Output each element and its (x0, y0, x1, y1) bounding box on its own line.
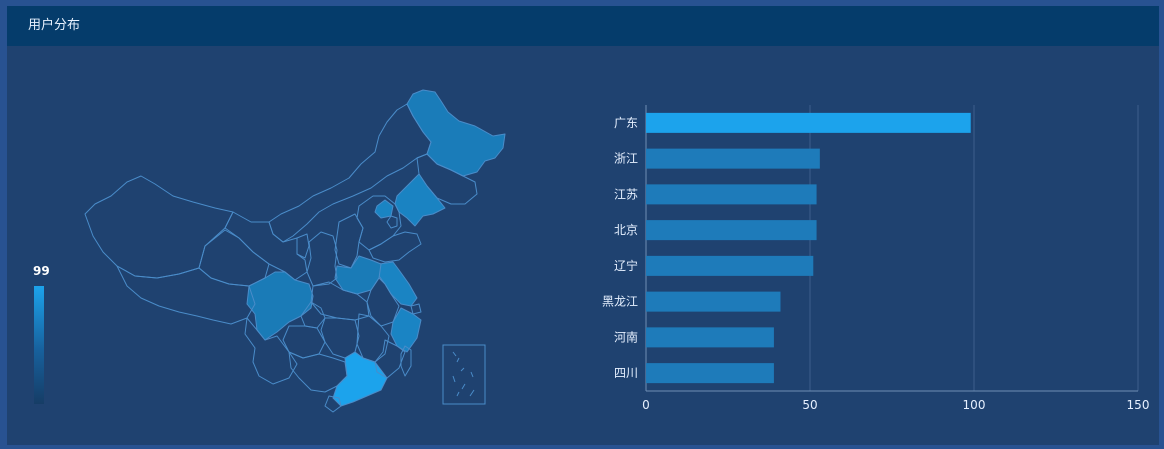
bar-广东[interactable] (646, 112, 971, 133)
bar-江苏[interactable] (646, 184, 817, 205)
panel-header: 用户分布 (7, 6, 1159, 46)
province-上海[interactable] (410, 303, 422, 315)
province-辽宁[interactable] (394, 173, 446, 227)
bar-浙江[interactable] (646, 148, 820, 169)
visual-map-max-label: 99 (33, 264, 50, 278)
province-安徽[interactable] (366, 277, 400, 327)
south-china-sea-islands (452, 351, 475, 397)
province-陕西[interactable] (306, 231, 338, 287)
x-axis-labels: 0 50 100 150 (642, 398, 1149, 412)
y-tick-label: 辽宁 (614, 258, 638, 273)
bar-series (646, 112, 971, 384)
y-tick-label: 广东 (614, 116, 638, 130)
province-云南[interactable] (244, 317, 298, 385)
province-福建[interactable] (374, 339, 406, 379)
x-tick-label: 0 (642, 398, 650, 412)
bar-河南[interactable] (646, 327, 774, 348)
province-山东[interactable] (368, 231, 422, 263)
province-广西[interactable] (288, 351, 348, 393)
province-北京[interactable] (374, 199, 394, 219)
province-天津[interactable] (386, 215, 398, 229)
province-西藏[interactable] (116, 265, 256, 325)
bar-黑龙江[interactable] (646, 291, 781, 312)
south-china-sea-inset (442, 344, 486, 405)
user-distribution-panel: 用户分布 99 广东浙江江苏北京辽宁黑龙江河南四川 0 50 100 150 (7, 6, 1159, 445)
province-江西[interactable] (356, 313, 390, 363)
province-台湾[interactable] (400, 345, 412, 377)
bar-四川[interactable] (646, 363, 774, 384)
province-layer (84, 89, 506, 413)
province-河南[interactable] (334, 255, 382, 295)
province-浙江[interactable] (390, 307, 422, 353)
y-tick-label: 浙江 (614, 152, 638, 166)
y-tick-label: 河南 (614, 329, 638, 344)
province-内蒙古[interactable] (268, 103, 432, 243)
province-新疆[interactable] (84, 175, 234, 279)
x-tick-label: 50 (802, 398, 817, 412)
visual-map-gradient[interactable] (34, 286, 44, 404)
province-宁夏[interactable] (296, 233, 310, 259)
province-山西[interactable] (334, 213, 364, 269)
y-tick-label: 黑龙江 (602, 295, 638, 309)
y-tick-label: 北京 (614, 223, 638, 237)
bar-北京[interactable] (646, 220, 817, 241)
panel-title: 用户分布 (28, 18, 81, 33)
province-青海[interactable] (198, 229, 270, 287)
x-tick-label: 100 (963, 398, 986, 412)
province-甘肃[interactable] (224, 211, 308, 281)
x-tick-label: 150 (1127, 398, 1150, 412)
y-tick-label: 四川 (614, 366, 638, 380)
bar-gridlines (645, 105, 1139, 392)
province-黑龙江[interactable] (406, 89, 506, 177)
province-湖南[interactable] (320, 317, 360, 359)
province-海南[interactable] (324, 395, 342, 413)
y-tick-label: 江苏 (614, 187, 638, 201)
bar-辽宁[interactable] (646, 255, 814, 276)
province-广东[interactable] (332, 351, 388, 407)
china-map (84, 89, 506, 413)
province-四川[interactable] (246, 271, 314, 341)
